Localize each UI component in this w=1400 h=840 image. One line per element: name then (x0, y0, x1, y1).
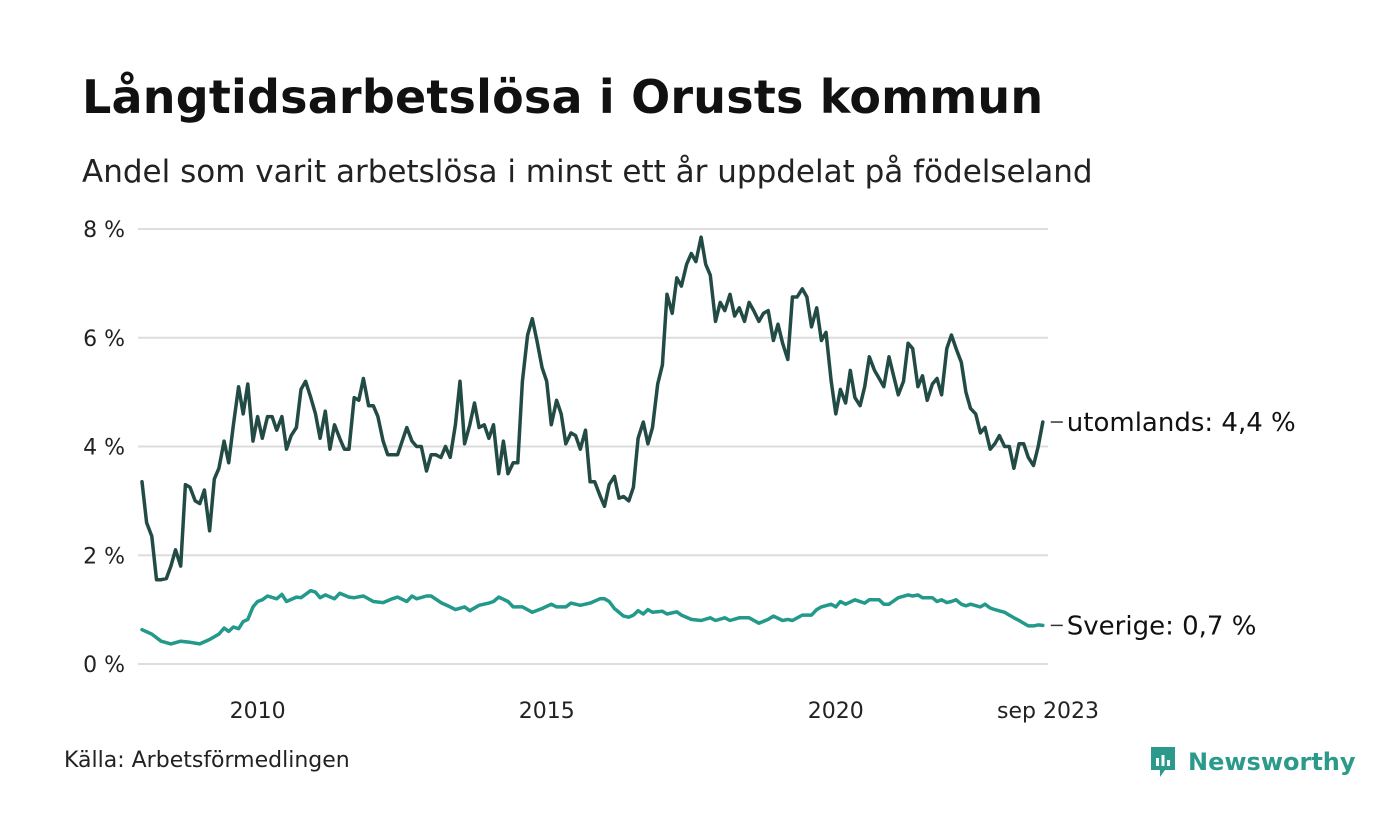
source-note: Källa: Arbetsförmedlingen (64, 748, 350, 773)
x-tick-label-3: sep 2023 (997, 699, 1099, 724)
newsworthy-logo-icon (1151, 747, 1175, 777)
chart-title: Långtidsarbetslösa i Orusts kommun (82, 70, 1044, 124)
end-labels: utomlands: 4,4 % Sverige: 0,7 % (1050, 408, 1296, 641)
y-tick-label-2: 4 % (83, 436, 125, 461)
series-line-sverige (140, 588, 1045, 646)
y-tick-label-3: 6 % (83, 327, 125, 352)
end-label-utomlands: utomlands: 4,4 % (1067, 408, 1296, 438)
series-lines (140, 235, 1045, 646)
x-tick-label-1: 2015 (519, 699, 575, 724)
end-label-sverige: Sverige: 0,7 % (1067, 611, 1257, 641)
chart-subtitle: Andel som varit arbetslösa i minst ett å… (82, 154, 1093, 190)
y-tick-label-0: 0 % (83, 653, 125, 678)
brand-name: Newsworthy (1188, 748, 1356, 776)
series-line-utomlands (140, 235, 1045, 582)
x-axis-labels: 2010 2015 2020 sep 2023 (230, 699, 1099, 724)
grid-lines (138, 228, 1048, 665)
y-axis-labels: 0 % 2 % 4 % 6 % 8 % (83, 218, 125, 678)
x-tick-label-2: 2020 (808, 699, 864, 724)
x-tick-label-0: 2010 (230, 699, 286, 724)
brand-logo: Newsworthy (1148, 744, 1356, 780)
y-tick-label-4: 8 % (83, 218, 125, 243)
y-tick-label-1: 2 % (83, 544, 125, 569)
